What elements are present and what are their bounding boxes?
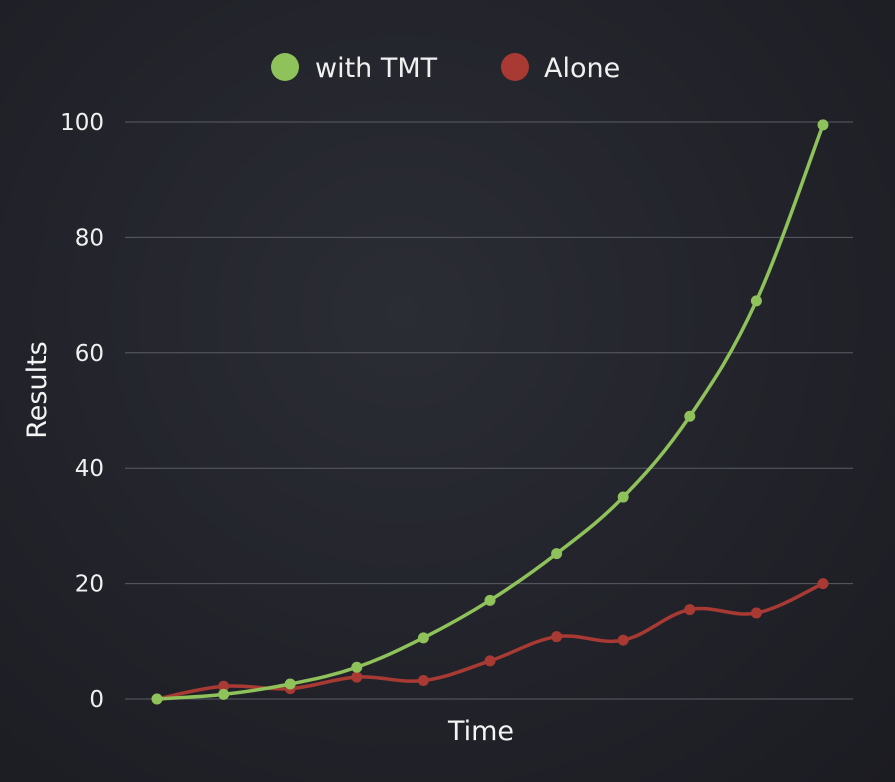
y-axis-ticks: 0 20 40 60 80 100 bbox=[60, 110, 104, 713]
y-axis-title: Results bbox=[22, 341, 53, 439]
data-point[interactable] bbox=[284, 678, 296, 690]
legend-label: Alone bbox=[544, 53, 620, 84]
legend-item-alone[interactable]: Alone bbox=[501, 53, 620, 84]
legend[interactable]: with TMT Alone bbox=[271, 53, 620, 84]
grid bbox=[125, 121, 853, 700]
y-tick-label: 60 bbox=[75, 341, 104, 367]
data-point[interactable] bbox=[484, 594, 496, 606]
data-point[interactable] bbox=[617, 491, 629, 503]
y-tick-label: 40 bbox=[75, 456, 104, 482]
y-tick-label: 20 bbox=[75, 572, 104, 598]
legend-marker bbox=[271, 53, 299, 81]
y-tick-label: 80 bbox=[75, 225, 104, 251]
data-point[interactable] bbox=[351, 661, 363, 673]
data-point[interactable] bbox=[750, 607, 762, 619]
x-axis-title: Time bbox=[447, 716, 514, 747]
data-point[interactable] bbox=[817, 119, 829, 131]
data-point[interactable] bbox=[817, 578, 829, 590]
data-point[interactable] bbox=[684, 604, 696, 616]
legend-marker bbox=[501, 53, 529, 81]
data-point[interactable] bbox=[750, 295, 762, 307]
data-point[interactable] bbox=[417, 675, 429, 687]
series-with-tmt bbox=[151, 119, 829, 705]
y-tick-label: 0 bbox=[89, 687, 104, 713]
legend-item-with-tmt[interactable]: with TMT bbox=[271, 53, 438, 84]
data-point[interactable] bbox=[351, 671, 363, 683]
data-point[interactable] bbox=[551, 548, 563, 560]
data-point[interactable] bbox=[551, 631, 563, 643]
series-layer bbox=[151, 119, 829, 705]
data-point[interactable] bbox=[617, 634, 629, 646]
data-point[interactable] bbox=[151, 693, 163, 705]
data-point[interactable] bbox=[484, 655, 496, 667]
data-point[interactable] bbox=[684, 410, 696, 422]
legend-label: with TMT bbox=[315, 53, 438, 84]
data-point[interactable] bbox=[218, 688, 230, 700]
data-point[interactable] bbox=[417, 632, 429, 644]
y-tick-label: 100 bbox=[60, 110, 104, 136]
data-point[interactable] bbox=[218, 680, 230, 692]
